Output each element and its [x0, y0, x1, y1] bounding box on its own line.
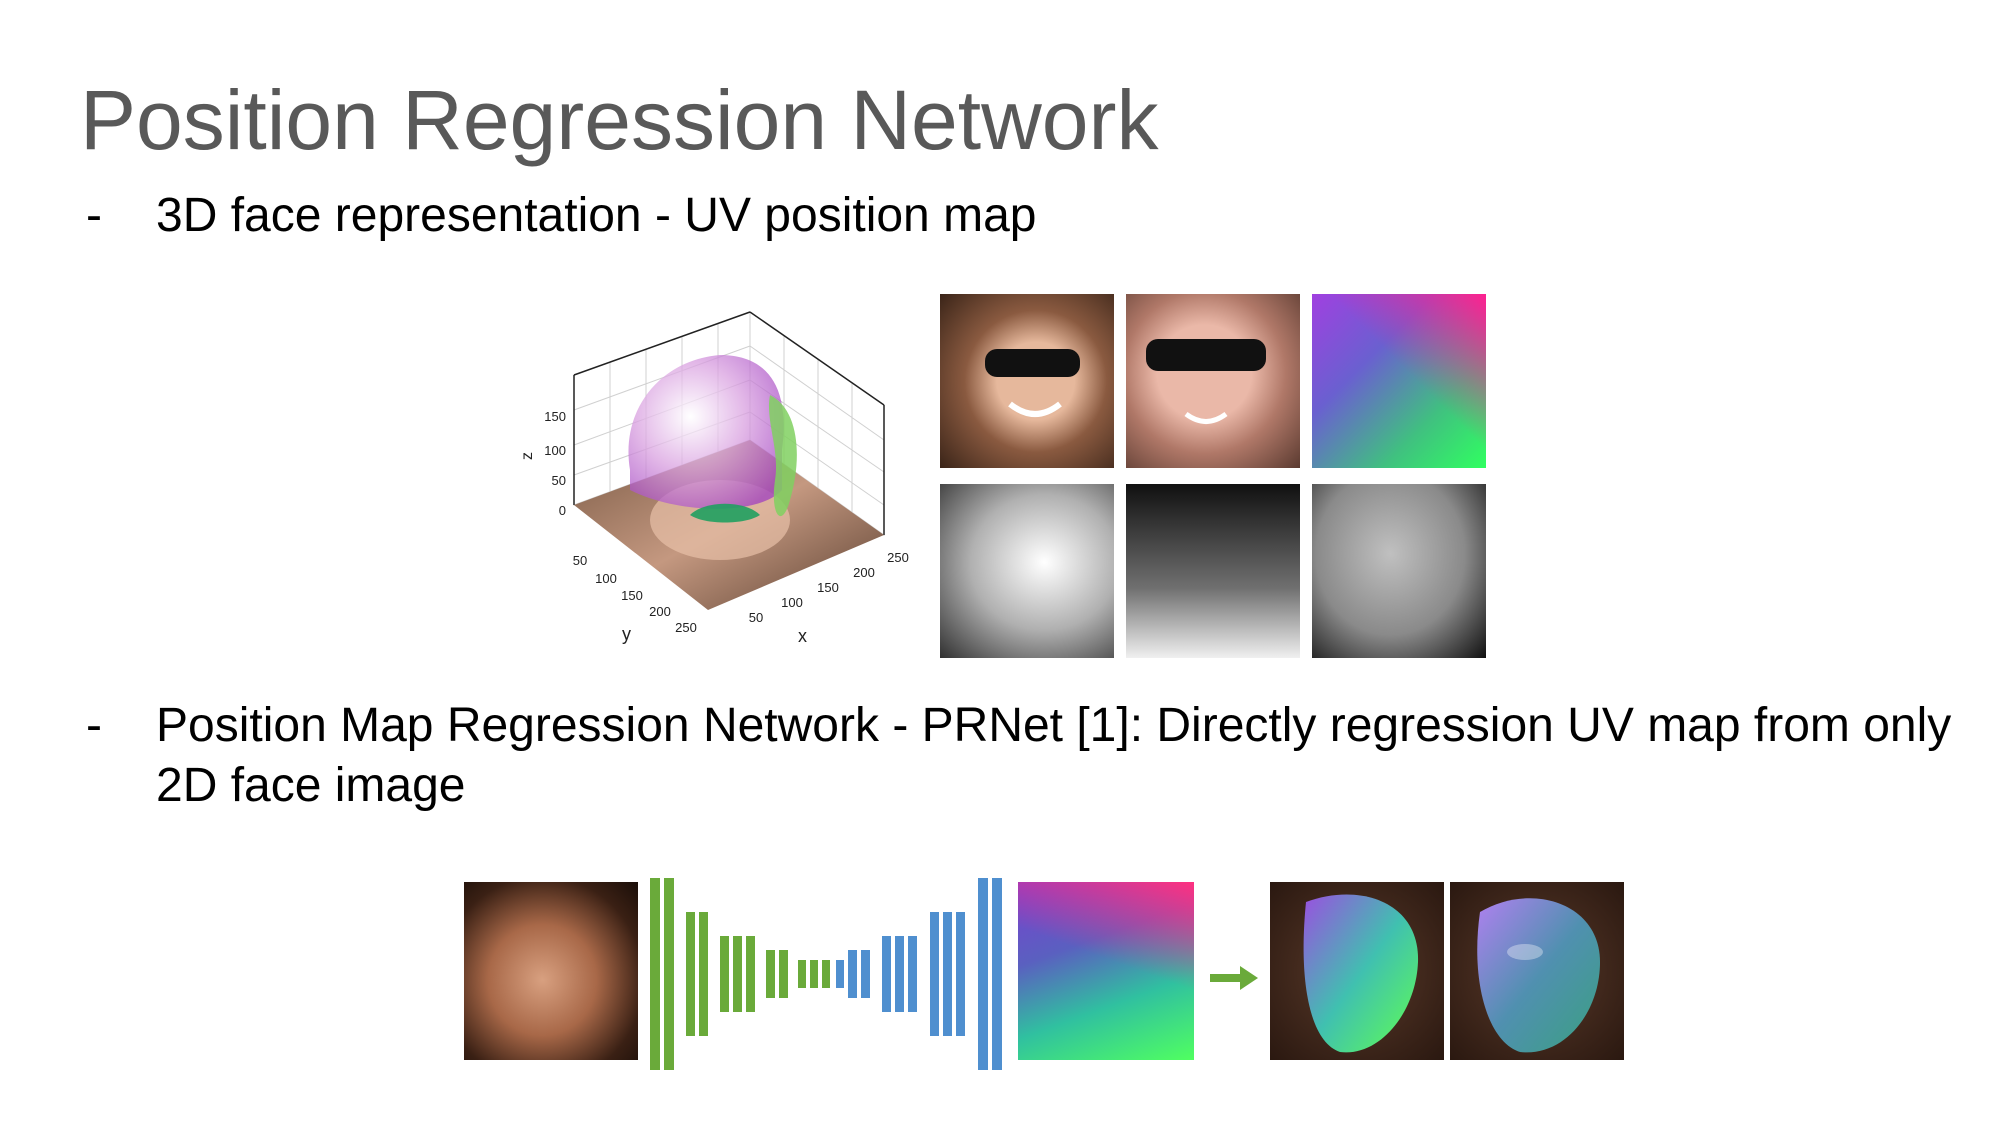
y-tick: 150 [621, 588, 643, 603]
y-axis-label: y [622, 624, 631, 644]
depth-map-x [940, 484, 1114, 658]
y-tick: 50 [573, 553, 587, 568]
sunglasses-region [690, 503, 760, 523]
input-face-photo [464, 882, 638, 1060]
reconstructed-face-mesh [1450, 882, 1624, 1060]
x-axis-label: x [798, 626, 807, 646]
reconstructed-face-colored [1270, 882, 1444, 1060]
x-tick: 50 [749, 610, 763, 625]
face-photo-1 [940, 294, 1114, 468]
x-tick: 200 [853, 565, 875, 580]
plot-axes [573, 311, 885, 535]
depth-map-y [1126, 484, 1300, 658]
bullet-marker: - [86, 189, 102, 242]
decoder-bars [836, 878, 1002, 1070]
z-tick: 50 [552, 473, 566, 488]
x-tick: 150 [817, 580, 839, 595]
z-tick: 0 [559, 503, 566, 518]
output-uv-map [1018, 882, 1194, 1060]
3d-face-plot: 150 100 50 0 z 50 100 150 200 250 y 50 1… [520, 311, 909, 646]
z-tick: 100 [544, 443, 566, 458]
slide-title: Position Regression Network [80, 73, 1159, 167]
x-tick: 100 [781, 595, 803, 610]
y-tick: 100 [595, 571, 617, 586]
bullet-text-prnet: Position Map Regression Network - PRNet … [156, 699, 1952, 812]
bullet-marker: - [86, 699, 102, 752]
z-tick: 150 [544, 409, 566, 424]
y-tick: 200 [649, 604, 671, 619]
encoder-bars [650, 878, 830, 1070]
face-photo-2 [1126, 294, 1300, 468]
point-cloud [628, 355, 784, 509]
bullet-text-uv-map: 3D face representation - UV position map [156, 189, 1037, 242]
arrow-icon [1210, 966, 1258, 990]
x-tick: 250 [887, 550, 909, 565]
depth-map-z [1312, 484, 1486, 658]
uv-position-map [1312, 294, 1486, 468]
z-axis-label: z [520, 452, 536, 460]
encoder-decoder-network [650, 878, 1002, 1070]
y-tick: 250 [675, 620, 697, 635]
